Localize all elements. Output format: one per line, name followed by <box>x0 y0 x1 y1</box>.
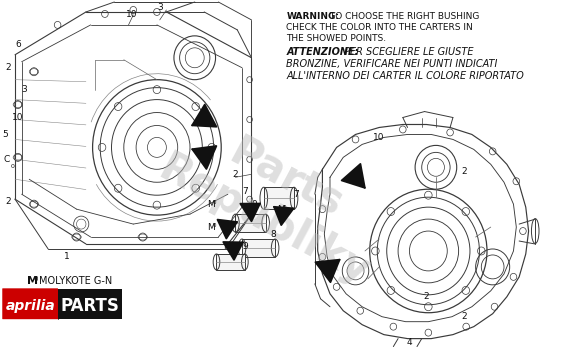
Text: 9: 9 <box>251 200 257 209</box>
Text: 0: 0 <box>283 205 286 209</box>
Text: ALL'INTERNO DEI CARTER IL COLORE RIPORTATO: ALL'INTERNO DEI CARTER IL COLORE RIPORTA… <box>287 71 524 81</box>
Text: 9: 9 <box>242 243 248 252</box>
Text: 10: 10 <box>373 133 385 142</box>
Text: 0: 0 <box>10 164 14 169</box>
Text: M: M <box>207 200 215 209</box>
Text: M: M <box>223 243 231 252</box>
Bar <box>235 214 266 232</box>
Text: 6: 6 <box>15 40 21 49</box>
Text: Parts
Republiky: Parts Republiky <box>151 104 399 294</box>
Bar <box>58 289 122 319</box>
Text: 2: 2 <box>462 167 467 176</box>
Text: 0: 0 <box>213 200 216 205</box>
Text: TO CHOOSE THE RIGHT BUSHING: TO CHOOSE THE RIGHT BUSHING <box>327 12 479 21</box>
Text: M: M <box>207 223 215 231</box>
Text: CHECK THE COLOR INTO THE CARTERS IN: CHECK THE COLOR INTO THE CARTERS IN <box>287 23 473 32</box>
Text: THE SHOWED POINTS.: THE SHOWED POINTS. <box>287 34 386 43</box>
Text: 3: 3 <box>157 3 162 13</box>
Text: 0: 0 <box>213 223 216 228</box>
Text: M: M <box>277 205 285 214</box>
Text: 7: 7 <box>293 190 299 199</box>
Text: 2: 2 <box>6 63 11 72</box>
Text: WARNING:: WARNING: <box>287 12 340 21</box>
Text: ATTENZIONE:: ATTENZIONE: <box>287 47 359 57</box>
Text: 2: 2 <box>424 292 429 301</box>
Text: BRONZINE, VERIFICARE NEI PUNTI INDICATI: BRONZINE, VERIFICARE NEI PUNTI INDICATI <box>287 59 498 69</box>
Text: 2: 2 <box>462 312 467 321</box>
Text: 7: 7 <box>242 187 248 196</box>
Text: 0: 0 <box>229 243 233 247</box>
Text: 4: 4 <box>406 338 412 347</box>
Bar <box>242 239 275 257</box>
Text: 0: 0 <box>34 276 38 282</box>
Text: 2: 2 <box>233 170 238 179</box>
Bar <box>264 187 294 209</box>
Text: 8: 8 <box>270 230 276 238</box>
Text: PARTS: PARTS <box>60 297 119 315</box>
FancyBboxPatch shape <box>2 288 58 319</box>
Text: 10: 10 <box>125 10 137 19</box>
Text: aprilia: aprilia <box>5 299 55 313</box>
Text: MOLYKOTE G-N: MOLYKOTE G-N <box>39 276 112 286</box>
Text: 1: 1 <box>64 252 70 261</box>
Bar <box>217 254 245 270</box>
Text: C: C <box>3 155 10 164</box>
Text: 2: 2 <box>6 197 11 206</box>
Text: 3: 3 <box>22 85 27 94</box>
Text: M: M <box>27 276 38 286</box>
Text: 5: 5 <box>3 130 9 139</box>
Text: PER SCEGLIERE LE GIUSTE: PER SCEGLIERE LE GIUSTE <box>341 47 474 57</box>
Text: 10: 10 <box>12 113 23 122</box>
